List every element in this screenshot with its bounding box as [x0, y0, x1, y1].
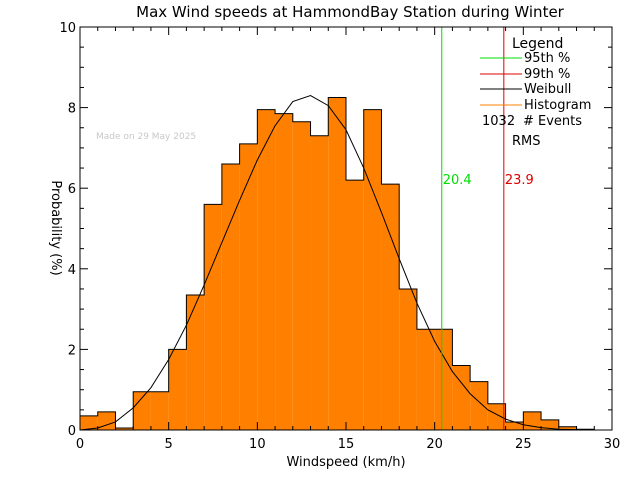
- histogram-bar: [452, 365, 471, 430]
- x-tick-label: 0: [76, 437, 84, 452]
- legend-entry-label: Weibull: [524, 82, 571, 97]
- annotation-made-on: Made on 29 May 2025: [96, 132, 196, 142]
- y-tick-label: 0: [68, 424, 76, 439]
- histogram-bar: [150, 391, 169, 430]
- legend-rms-label: RMS: [512, 134, 541, 149]
- histogram-bar: [239, 143, 258, 430]
- plot-area: 20.4 23.9: [79, 27, 612, 431]
- y-tick-label: 4: [68, 263, 76, 278]
- legend-entry-label: Histogram: [524, 98, 591, 113]
- histogram-bar: [97, 411, 116, 430]
- axes: 0 5 10 15 20 25 30 0 2 4 6 8 10: [59, 21, 620, 452]
- y-tick-label: 10: [59, 21, 76, 36]
- percentile-95-label: 20.4: [443, 173, 472, 188]
- histogram-bar: [381, 184, 400, 430]
- histogram-bar: [186, 294, 205, 430]
- histogram-bar: [416, 329, 435, 430]
- percentile-99-label: 23.9: [505, 173, 534, 188]
- histogram-bar: [275, 113, 293, 431]
- histogram-bar: [399, 288, 417, 430]
- histogram-outline: [79, 97, 612, 431]
- weibull-curve: [79, 94, 595, 431]
- histogram-bar: [434, 329, 453, 430]
- histogram-bar: [204, 204, 222, 430]
- histogram-bar: [505, 421, 524, 430]
- histogram-bar: [558, 426, 577, 430]
- histogram-bar: [115, 427, 134, 430]
- x-tick-label: 5: [165, 437, 173, 452]
- histogram-bar: [363, 109, 382, 431]
- histogram-bar: [487, 403, 506, 430]
- histogram-bar: [133, 391, 151, 430]
- histogram-bar: [346, 180, 364, 430]
- histogram-bar: [541, 419, 559, 430]
- y-tick-label: 2: [68, 343, 76, 358]
- x-tick-label: 20: [426, 437, 443, 452]
- x-tick-label: 10: [249, 437, 266, 452]
- legend-entry-label: 95th %: [524, 51, 570, 66]
- legend-events-label: # Events: [523, 114, 582, 129]
- y-tick-label: 8: [68, 102, 76, 117]
- histogram-bar: [80, 415, 98, 430]
- legend-entry-label: 99th %: [524, 67, 570, 82]
- histogram-bar: [221, 164, 240, 430]
- x-tick-label: 25: [515, 437, 532, 452]
- histogram-bar: [168, 349, 187, 430]
- y-tick-label: 6: [68, 182, 76, 197]
- x-tick-label: 30: [604, 437, 621, 452]
- chart-title: Max Wind speeds at HammondBay Station du…: [136, 3, 565, 21]
- legend-events-count: 1032: [482, 114, 515, 129]
- histogram-bar: [257, 109, 276, 431]
- histogram-bar: [292, 121, 311, 430]
- x-axis-title: Windspeed (km/h): [286, 455, 405, 470]
- y-axis-title: Probability (%): [48, 180, 63, 275]
- histogram-bar: [310, 135, 329, 430]
- legend-title: Legend: [512, 36, 563, 52]
- histogram-bar: [470, 381, 488, 430]
- histogram-bar: [328, 97, 346, 431]
- x-tick-label: 15: [338, 437, 355, 452]
